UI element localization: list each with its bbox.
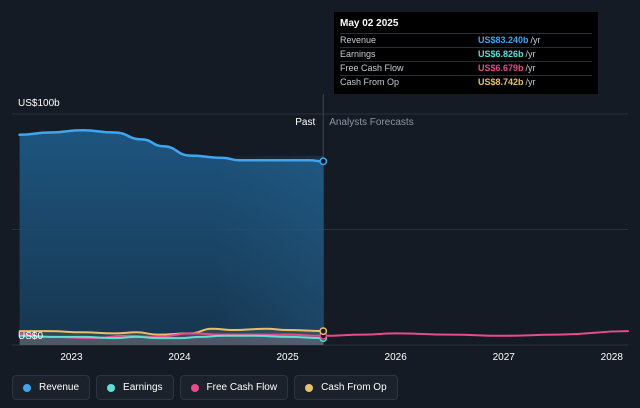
tooltip-unit: /yr	[530, 35, 541, 45]
tooltip-label: Earnings	[340, 49, 376, 59]
tooltip-unit: /yr	[525, 77, 536, 87]
x-tick-label: 2028	[601, 352, 624, 363]
legend-label: Earnings	[123, 382, 163, 393]
tooltip-label: Revenue	[340, 35, 377, 45]
x-tick-label: 2024	[168, 352, 191, 363]
past-label: Past	[295, 117, 315, 128]
legend-dot-icon	[190, 383, 199, 392]
y-axis-top-label: US$100b	[18, 98, 60, 109]
y-axis-bottom-label: US$0	[18, 331, 43, 342]
tooltip-value: US$6.826b	[478, 49, 524, 59]
x-tick-label: 2025	[276, 352, 299, 363]
tooltip-unit: /yr	[525, 49, 536, 59]
tooltip-row-earnings: Earnings US$6.826b /yr	[340, 47, 592, 61]
tooltip-date: May 02 2025	[340, 18, 399, 29]
tooltip-value: US$83.240b	[478, 35, 529, 45]
legend-label: Free Cash Flow	[206, 382, 278, 393]
series-markers	[319, 157, 328, 343]
legend-item-earnings[interactable]: Earnings	[96, 375, 174, 400]
revenue-point	[319, 157, 328, 166]
tooltip-value: US$8.742b	[478, 77, 524, 87]
tooltip-unit: /yr	[525, 63, 536, 73]
x-tick-label: 2027	[493, 352, 516, 363]
legend-dot-icon	[23, 383, 31, 392]
cash-from-op-line	[18, 327, 325, 336]
legend-item-revenue[interactable]: Revenue	[12, 375, 91, 400]
tooltip-row-cash-from-op: Cash From Op US$8.742b /yr	[340, 75, 592, 89]
axis-labels: US$100b US$0 2023 2024 2025 2026 2027 2028 Past A…	[18, 98, 623, 363]
hover-highlight	[215, 155, 324, 345]
cash-from-op-point	[319, 327, 328, 336]
legend-dot-icon	[107, 383, 116, 392]
tooltip-value: US$6.679b	[478, 63, 524, 73]
legend-item-cash-from-op[interactable]: Cash From Op	[294, 375, 398, 400]
tooltip: May 02 2025 Revenue US$83.240b /yr Earni…	[334, 12, 598, 94]
free-cash-flow-line	[18, 330, 629, 340]
tooltip-label: Free Cash Flow	[340, 63, 404, 73]
legend: Revenue Earnings Free Cash Flow Cash Fro…	[12, 375, 398, 400]
tooltip-row-revenue: Revenue US$83.240b /yr	[340, 33, 592, 47]
x-tick-label: 2026	[385, 352, 408, 363]
forecast-label: Analysts Forecasts	[329, 117, 413, 128]
tooltip-label: Cash From Op	[340, 77, 400, 87]
earnings-line	[18, 334, 325, 340]
legend-dot-icon	[305, 383, 314, 392]
x-tick-label: 2023	[60, 352, 83, 363]
legend-item-free-cash-flow[interactable]: Free Cash Flow	[179, 375, 289, 400]
tooltip-row-free-cash-flow: Free Cash Flow US$6.679b /yr	[340, 61, 592, 75]
legend-label: Cash From Op	[321, 382, 387, 393]
series-areas	[19, 130, 324, 345]
legend-label: Revenue	[39, 382, 80, 393]
series-lines	[18, 128, 629, 340]
revenue-line	[18, 128, 325, 163]
